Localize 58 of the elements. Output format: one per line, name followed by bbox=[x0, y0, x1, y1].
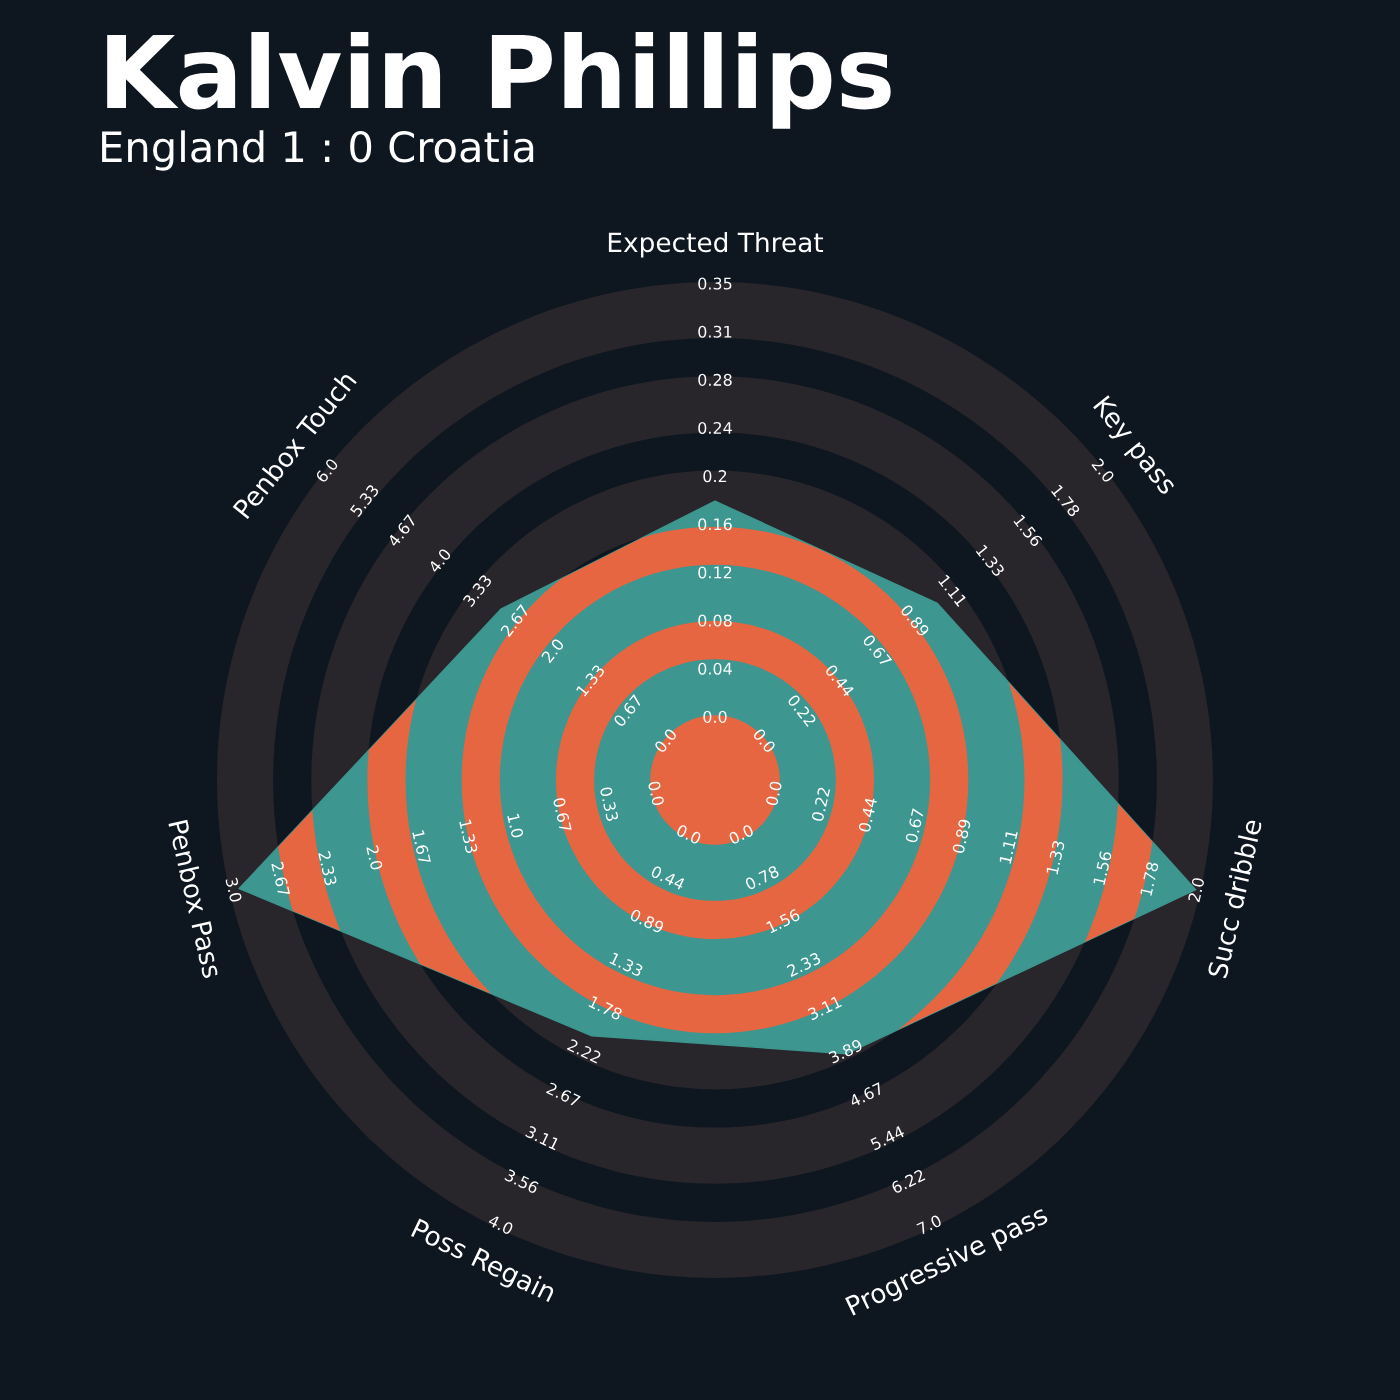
text: 0.04 bbox=[698, 662, 732, 675]
spoke-label: Expected Threat bbox=[608, 231, 824, 258]
text: 2.67 bbox=[271, 861, 291, 897]
text: 0.0 bbox=[647, 780, 665, 807]
text: 5.44 bbox=[869, 1125, 906, 1151]
text: 0.12 bbox=[698, 566, 732, 579]
text: 7.0 bbox=[916, 1214, 943, 1235]
spoke-label: Penbox Pass bbox=[168, 819, 224, 979]
text: 0.33 bbox=[599, 786, 619, 822]
chart-subtitle: England 1 : 0 Croatia bbox=[102, 130, 534, 171]
chart-title: Kalvin Phillips bbox=[107, 32, 891, 129]
text: 0.28 bbox=[698, 373, 732, 386]
text: 3.11 bbox=[807, 995, 842, 1021]
text: 0.2 bbox=[703, 470, 727, 483]
text: 0.0 bbox=[653, 727, 678, 754]
text: 2.33 bbox=[786, 951, 822, 977]
text: 3.89 bbox=[828, 1038, 864, 1064]
text: 4.67 bbox=[848, 1082, 884, 1108]
text: 2.0 bbox=[366, 845, 384, 871]
text: 1.33 bbox=[459, 819, 478, 854]
text: 4.0 bbox=[487, 1214, 514, 1236]
text: 0.67 bbox=[552, 797, 572, 833]
text: 2.22 bbox=[566, 1038, 602, 1064]
text: 1.67 bbox=[412, 830, 431, 865]
text: 1.78 bbox=[588, 995, 623, 1021]
text: 1.33 bbox=[1046, 840, 1065, 875]
text: 3.0 bbox=[225, 877, 243, 903]
text: 0.89 bbox=[951, 818, 972, 854]
spoke-label: Succ dribble bbox=[1206, 818, 1263, 979]
text: 0.78 bbox=[744, 865, 780, 891]
text: 0.22 bbox=[811, 787, 831, 822]
text: 1.0 bbox=[507, 813, 524, 839]
text: 0.44 bbox=[650, 865, 686, 891]
text: 3.56 bbox=[504, 1168, 540, 1195]
text: 0.89 bbox=[629, 908, 665, 934]
text: 0.31 bbox=[698, 325, 732, 338]
text: 1.11 bbox=[999, 829, 1018, 864]
text: 0.24 bbox=[698, 421, 732, 435]
text: 2.67 bbox=[546, 1081, 581, 1107]
text: 0.44 bbox=[858, 797, 878, 833]
text: 1.33 bbox=[609, 952, 644, 978]
text: 0.35 bbox=[698, 277, 732, 290]
text: 2.33 bbox=[318, 850, 338, 886]
text: 1.56 bbox=[1093, 850, 1112, 886]
text: 0.67 bbox=[905, 808, 924, 844]
text: 2.0 bbox=[540, 637, 565, 664]
text: 1.56 bbox=[765, 908, 801, 934]
text: 0.0 bbox=[675, 823, 702, 845]
text: 6.22 bbox=[890, 1168, 926, 1195]
text: 6.0 bbox=[314, 457, 339, 484]
text: 2.0 bbox=[1187, 877, 1205, 903]
text: 1.78 bbox=[1140, 861, 1159, 897]
text: 0.0 bbox=[728, 823, 755, 845]
text: 4.0 bbox=[427, 547, 452, 574]
text: 0.0 bbox=[752, 727, 777, 754]
text: 0.0 bbox=[765, 780, 783, 807]
text: 2.0 bbox=[1091, 457, 1116, 484]
text: 3.11 bbox=[525, 1125, 560, 1151]
